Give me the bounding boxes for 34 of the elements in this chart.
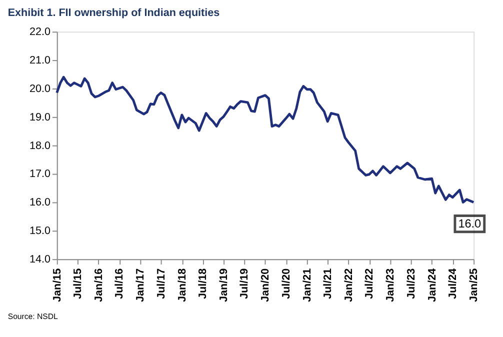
- x-tick-label: Jul/22: [364, 268, 376, 299]
- x-tick-label: Jul/18: [196, 268, 209, 299]
- x-tick-label: Jan/22: [342, 268, 355, 302]
- x-tick-label: Jan/25: [468, 268, 480, 302]
- x-tick-label: Jan/19: [218, 268, 230, 302]
- y-tick-label: 17.0: [30, 168, 51, 180]
- y-tick-label: 20.0: [30, 82, 51, 95]
- x-tick-label: Jul/19: [238, 268, 251, 299]
- x-tick-label: Jul/15: [72, 268, 84, 299]
- x-tick-label: Jul/16: [114, 268, 126, 299]
- line-series: [56, 76, 475, 204]
- x-tick-label: Jan/15: [51, 268, 64, 302]
- y-tick-label: 16.0: [30, 196, 51, 209]
- x-tick-label: Jul/23: [405, 268, 418, 299]
- x-tick-label: Jul/20: [280, 268, 292, 299]
- source-note: Source: NSDL: [8, 312, 59, 321]
- y-tick-label: 14.0: [30, 254, 51, 266]
- chart-title: Exhibit 1. FII ownership of Indian equities: [8, 6, 220, 19]
- y-tick-label: 15.0: [30, 225, 51, 238]
- annotation: 16.0: [458, 218, 482, 231]
- x-tick-label: Jan/18: [176, 268, 188, 302]
- x-tick-label: Jan/16: [92, 268, 105, 302]
- x-tick-label: Jan/21: [301, 268, 314, 302]
- x-tick-label: Jan/20: [260, 268, 272, 302]
- x-tick-label: Jan/24: [426, 268, 438, 302]
- x-tick-label: Jan/17: [134, 268, 147, 302]
- x-tick-label: Jul/17: [155, 268, 168, 299]
- x-tick-label: Jul/24: [447, 268, 460, 299]
- x-tick-label: Jul/21: [322, 268, 334, 299]
- y-tick-label: 21.0: [30, 54, 51, 66]
- y-tick-label: 18.0: [30, 140, 51, 152]
- x-tick-label: Jan/23: [384, 268, 397, 302]
- y-tick-label: 19.0: [30, 111, 51, 124]
- y-tick-label: 22.0: [30, 26, 51, 38]
